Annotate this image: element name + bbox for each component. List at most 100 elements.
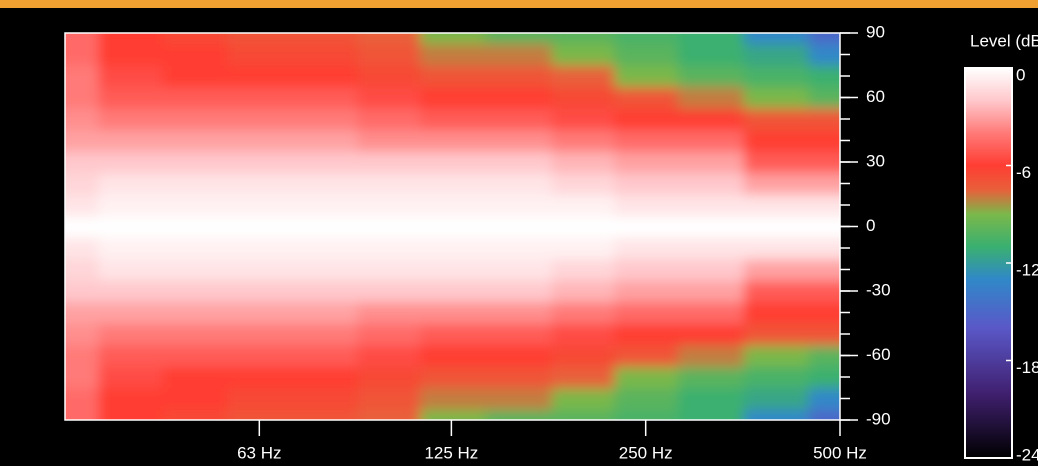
heat-cell	[551, 366, 615, 389]
y-tick-label: -90	[866, 409, 891, 428]
heat-cell	[226, 366, 294, 389]
heat-cell	[226, 151, 294, 174]
heat-cell	[485, 387, 553, 410]
heat-cell	[357, 323, 421, 346]
heat-cell	[65, 151, 99, 174]
heat-cell	[226, 301, 294, 324]
heat-cell	[98, 323, 164, 346]
heat-cell	[292, 215, 359, 238]
heat-cell	[678, 86, 745, 109]
heat-cell	[163, 344, 228, 367]
heat-cell	[292, 280, 359, 303]
heat-cell	[551, 280, 615, 303]
heat-cell	[678, 409, 745, 420]
heat-cell	[743, 43, 810, 66]
heat-cell	[485, 65, 553, 88]
heat-cell	[292, 65, 359, 88]
heat-cell	[292, 129, 359, 152]
heat-cell	[614, 43, 679, 66]
heat-cell	[226, 344, 294, 367]
heat-cell	[226, 129, 294, 152]
heat-cell	[485, 323, 553, 346]
y-tick-label: 0	[866, 216, 875, 235]
heat-cell	[485, 172, 553, 195]
heat-cell	[357, 215, 421, 238]
heat-cell	[485, 344, 553, 367]
heat-cell	[65, 194, 99, 217]
heat-cell	[678, 194, 745, 217]
colorbar	[964, 67, 1013, 459]
heat-cell	[420, 86, 487, 109]
heat-cell	[743, 323, 810, 346]
heat-cell	[357, 344, 421, 367]
heat-cell	[357, 258, 421, 281]
heat-cell	[743, 129, 810, 152]
heat-cell	[292, 33, 359, 45]
heat-cell	[420, 151, 487, 174]
heat-cell	[420, 323, 487, 346]
heat-cell	[65, 172, 99, 195]
heat-cell	[292, 366, 359, 389]
heat-cell	[357, 129, 421, 152]
heat-cell	[163, 323, 228, 346]
heat-cell	[226, 172, 294, 195]
heat-cell	[420, 301, 487, 324]
heat-cell	[678, 366, 745, 389]
heat-cell	[98, 172, 164, 195]
heat-cell	[292, 301, 359, 324]
heat-cell	[357, 65, 421, 88]
heat-cell	[551, 344, 615, 367]
heat-cell	[743, 258, 810, 281]
heat-cell	[614, 409, 679, 420]
heat-cell	[808, 409, 840, 420]
heat-cell	[551, 43, 615, 66]
heat-cell	[551, 237, 615, 260]
heat-cell	[743, 237, 810, 260]
heat-cell	[65, 86, 99, 109]
heat-cell	[292, 344, 359, 367]
heat-cell	[292, 172, 359, 195]
heat-cell	[163, 366, 228, 389]
heat-cell	[743, 301, 810, 324]
heat-cell	[65, 65, 99, 88]
heat-cell	[614, 344, 679, 367]
heat-cell	[163, 237, 228, 260]
heat-cell	[420, 258, 487, 281]
heat-cell	[485, 151, 553, 174]
heat-cell	[485, 237, 553, 260]
heat-cell	[678, 151, 745, 174]
heat-cell	[743, 108, 810, 131]
heat-cell	[226, 65, 294, 88]
y-tick-label: -60	[866, 345, 891, 364]
heat-cell	[678, 280, 745, 303]
heat-cell	[551, 258, 615, 281]
heat-cell	[98, 280, 164, 303]
heat-cell	[614, 194, 679, 217]
heat-cell	[551, 65, 615, 88]
heat-cell	[163, 43, 228, 66]
heat-cell	[485, 258, 553, 281]
heat-cell	[614, 65, 679, 88]
heat-cell	[551, 33, 615, 45]
heat-cell	[485, 43, 553, 66]
heat-cell	[551, 387, 615, 410]
heat-cell	[614, 280, 679, 303]
heat-cell	[743, 280, 810, 303]
heat-cell	[614, 108, 679, 131]
heat-cell	[743, 409, 810, 420]
heat-cell	[357, 86, 421, 109]
heat-cell	[65, 280, 99, 303]
heat-cell	[743, 65, 810, 88]
heat-cell	[808, 237, 840, 260]
heat-cell	[420, 409, 487, 420]
heat-cell	[678, 65, 745, 88]
heat-cell	[614, 215, 679, 238]
heat-cell	[98, 43, 164, 66]
heat-cell	[98, 366, 164, 389]
heat-cell	[163, 409, 228, 420]
heat-cell	[65, 237, 99, 260]
heat-cell	[614, 258, 679, 281]
heat-cell	[65, 258, 99, 281]
heat-cell	[65, 409, 99, 420]
heat-cell	[551, 129, 615, 152]
